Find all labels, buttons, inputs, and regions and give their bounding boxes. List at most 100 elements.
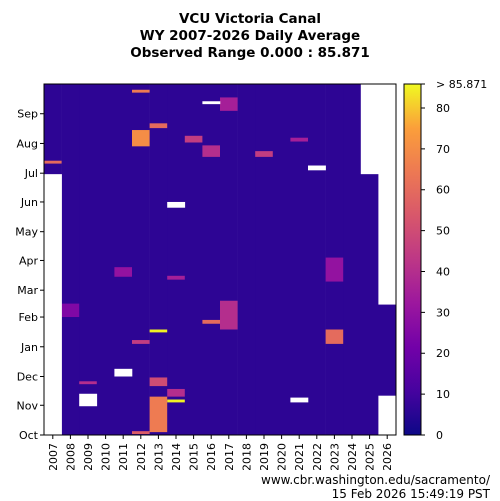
colorbar-max-label: > 85.871 <box>436 78 487 91</box>
missing-data-2007-0 <box>44 174 62 436</box>
heatmap-band-2011-3 <box>114 267 132 277</box>
y-tick-label-jul: Jul <box>24 167 38 180</box>
y-tick-label-aug: Aug <box>17 137 38 150</box>
heatmap-column-2016 <box>202 84 221 435</box>
x-tick-label-2026: 2026 <box>381 443 394 470</box>
heatmap-chart: OctNovDecJanFebMarAprMayJunJulAugSep2007… <box>15 78 487 470</box>
heatmap-band-2009-2 <box>79 381 97 385</box>
x-tick-label-2024: 2024 <box>346 443 359 470</box>
heatmap-column-2021 <box>290 84 309 435</box>
heatmap-column-2019 <box>255 84 274 435</box>
y-tick-label-may: May <box>15 226 38 239</box>
heatmap-band-2012-6 <box>132 130 150 147</box>
heatmap-band-2008-1 <box>61 303 80 318</box>
colorbar-tick-label-70: 70 <box>436 143 450 156</box>
y-tick-label-sep: Sep <box>17 108 38 121</box>
heatmap-column-2015 <box>184 84 203 435</box>
heatmap-column-2022 <box>308 84 326 435</box>
colorbar-tick-label-80: 80 <box>436 102 450 115</box>
heatmap-band-2012-7 <box>132 89 150 93</box>
heatmap-band-2021-21 <box>290 137 308 142</box>
chart-title-line-2: WY 2007-2026 Daily Average <box>139 28 361 44</box>
heatmap-band-2019-20 <box>255 151 273 157</box>
heatmap-band-2007-0 <box>44 160 62 164</box>
heatmap-band-2013-10 <box>149 329 168 333</box>
heatmap-cells <box>44 84 397 436</box>
heatmap-band-2014-12 <box>167 399 185 403</box>
heatmap-column-2018 <box>237 84 256 435</box>
missing-data-2026-8 <box>378 395 397 435</box>
y-tick-label-mar: Mar <box>17 284 38 297</box>
heatmap-band-2017-19 <box>220 97 238 111</box>
x-tick-label-2013: 2013 <box>152 443 165 470</box>
x-tick-label-2022: 2022 <box>311 443 324 470</box>
heatmap-column-2011 <box>114 84 133 435</box>
missing-data-2011-2 <box>114 368 133 377</box>
x-tick-label-2020: 2020 <box>276 443 289 470</box>
x-tick-label-2019: 2019 <box>258 443 271 470</box>
heatmap-band-2017-18 <box>220 300 238 330</box>
x-tick-label-2007: 2007 <box>47 443 60 470</box>
colorbar: 0 10 20 30 40 50 60 70 80 > 85.871 <box>403 78 487 442</box>
y-tick-label-jan: Jan <box>20 341 38 354</box>
heatmap-column-2013 <box>149 84 168 435</box>
colorbar-tick-label-0: 0 <box>436 429 443 442</box>
missing-data-2022-6 <box>308 165 326 171</box>
heatmap-band-2023-22 <box>325 329 344 344</box>
colorbar-tick-label-50: 50 <box>436 225 450 238</box>
heatmap-band-2015-15 <box>184 135 203 143</box>
x-tick-label-2015: 2015 <box>188 443 201 470</box>
x-tick-label-2025: 2025 <box>364 443 377 470</box>
x-tick-label-2014: 2014 <box>170 443 183 470</box>
colorbar-tick-label-20: 20 <box>436 347 450 360</box>
heatmap-band-2016-16 <box>202 319 220 324</box>
x-tick-label-2009: 2009 <box>82 443 95 470</box>
source-url: www.cbr.washington.edu/sacramento/ <box>261 473 490 487</box>
heatmap-column-2020 <box>272 84 291 435</box>
heatmap-column-2012 <box>132 84 150 435</box>
heatmap-band-2012-5 <box>132 340 150 344</box>
heatmap-column-2009 <box>79 84 98 435</box>
missing-data-2026-9 <box>378 84 397 305</box>
heatmap-band-2023-23 <box>325 257 344 282</box>
missing-data-2025-7 <box>360 84 379 175</box>
x-tick-label-2017: 2017 <box>223 443 236 470</box>
heatmap-band-2013-8 <box>149 396 168 433</box>
x-tick-label-2008: 2008 <box>64 443 77 470</box>
colorbar-tick-label-40: 40 <box>436 265 450 278</box>
y-tick-label-oct: Oct <box>19 429 39 442</box>
timestamp: 15 Feb 2026 15:49:19 PST <box>331 487 490 501</box>
heatmap-band-2012-4 <box>132 431 150 435</box>
heatmap-band-2014-13 <box>167 388 185 397</box>
y-tick-label-nov: Nov <box>17 399 39 412</box>
chart-title-line-1: VCU Victoria Canal <box>178 11 322 27</box>
x-tick-label-2012: 2012 <box>135 443 148 470</box>
colorbar-gradient <box>403 83 422 436</box>
plot-frame <box>43 83 397 436</box>
x-tick-label-2011: 2011 <box>117 443 130 470</box>
y-tick-label-jun: Jun <box>20 196 38 209</box>
missing-data-2014-3 <box>167 201 186 208</box>
colorbar-tick-label-30: 30 <box>436 306 450 319</box>
heatmap-column-2008 <box>61 84 80 435</box>
heatmap-band-2013-9 <box>149 377 168 387</box>
colorbar-tick-label-60: 60 <box>436 184 450 197</box>
heatmap-band-2014-14 <box>167 275 185 280</box>
heatmap-column-2017 <box>220 84 238 435</box>
heatmap-column-2014 <box>167 84 186 435</box>
y-tick-label-apr: Apr <box>19 254 39 267</box>
colorbar-tick-label-10: 10 <box>436 388 450 401</box>
heatmap-band-2013-11 <box>149 123 168 129</box>
y-tick-label-feb: Feb <box>19 311 38 324</box>
missing-data-2009-1 <box>79 393 98 407</box>
missing-data-2021-5 <box>290 397 309 403</box>
heatmap-column-2010 <box>96 84 115 435</box>
x-tick-label-2016: 2016 <box>205 443 218 470</box>
x-tick-label-2018: 2018 <box>240 443 253 470</box>
missing-data-2016-4 <box>202 101 221 105</box>
x-tick-label-2021: 2021 <box>293 443 306 470</box>
x-tick-label-2010: 2010 <box>100 443 113 470</box>
chart-title-line-3: Observed Range 0.000 : 85.871 <box>130 45 370 61</box>
x-tick-label-2023: 2023 <box>328 443 341 470</box>
heatmap-band-2016-17 <box>202 145 220 157</box>
